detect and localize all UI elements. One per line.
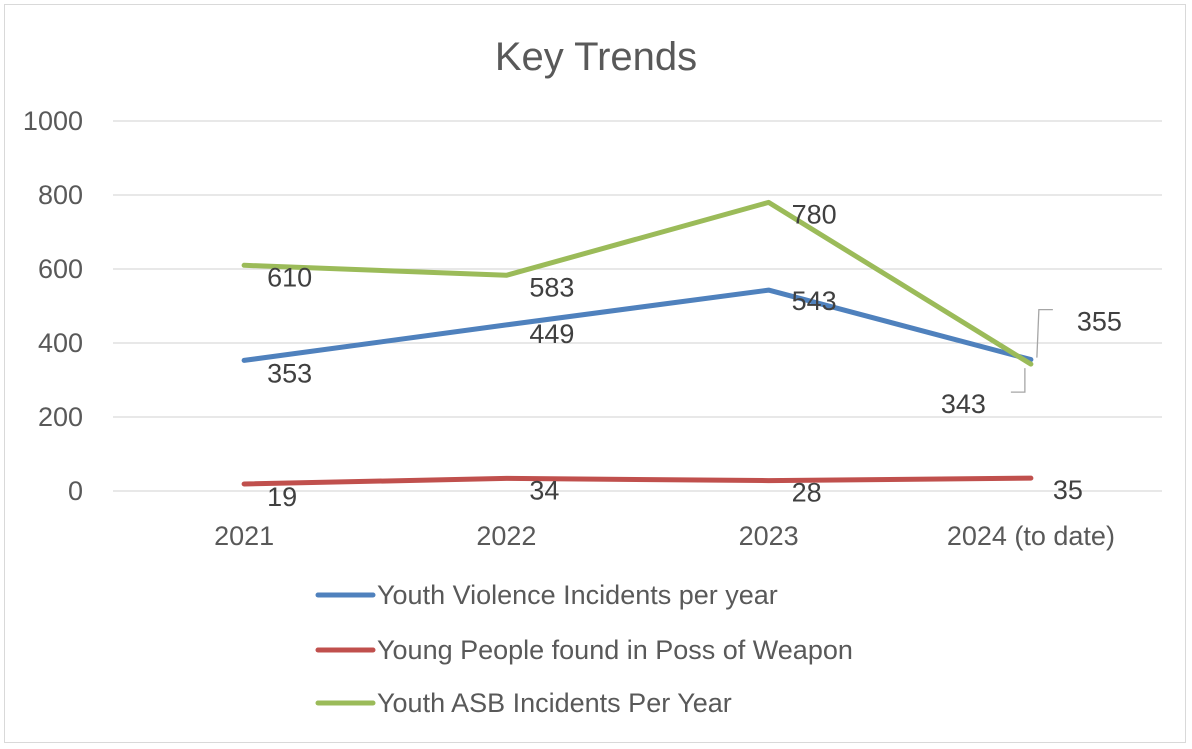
y-tick-label: 0 [68,476,83,506]
series-line [241,287,1034,363]
data-label: 343 [941,389,986,419]
y-tick-label: 800 [38,180,83,210]
series-line [241,199,1034,367]
series-line [241,475,1034,487]
leader-line [1010,368,1026,393]
x-tick-label: 2024 (to date) [947,521,1115,551]
legend-label: Young People found in Poss of Weapon [377,635,853,665]
data-labels: 353 449 543 355 19 34 28 35 610 583 780 343 [267,199,1122,512]
data-label: 34 [529,475,559,505]
y-tick-label: 400 [38,328,83,358]
legend-label: Youth Violence Incidents per year [377,580,778,610]
data-label: 449 [529,319,574,349]
gridlines [113,120,1162,492]
data-label: 583 [529,272,574,302]
chart-frame [4,4,1186,743]
y-tick-label: 600 [38,254,83,284]
legend: Youth Violence Incidents per year Young P… [315,580,853,718]
chart-title: Key Trends [495,35,697,79]
data-label: 28 [792,478,822,508]
data-label: 35 [1053,475,1083,505]
legend-label: Youth ASB Incidents Per Year [377,688,732,718]
data-label: 19 [267,482,297,512]
x-axis-ticks: 2021 2022 2023 2024 (to date) [214,521,1115,551]
data-label: 353 [267,358,312,388]
leader-line [1036,308,1053,358]
x-tick-label: 2023 [739,521,799,551]
data-label: 610 [267,262,312,292]
y-axis-ticks: 0 200 400 600 800 1000 [23,106,83,506]
y-tick-label: 200 [38,402,83,432]
data-label: 780 [792,199,837,229]
y-tick-label: 1000 [23,106,83,136]
data-label: 543 [792,286,837,316]
data-label: 355 [1077,307,1122,337]
series-lines [241,199,1034,487]
x-tick-label: 2022 [476,521,536,551]
x-tick-label: 2021 [214,521,274,551]
